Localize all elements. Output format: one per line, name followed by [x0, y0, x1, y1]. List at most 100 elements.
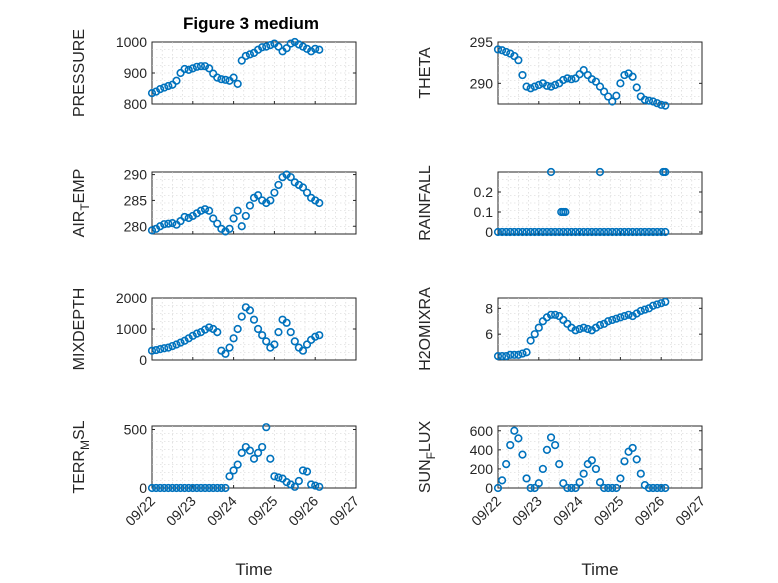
data-point — [661, 227, 670, 237]
y-tick-label: 6 — [485, 326, 493, 342]
data-point — [302, 340, 312, 349]
data-point — [640, 95, 649, 104]
data-point — [266, 196, 275, 205]
data-point — [530, 227, 539, 237]
data-point — [538, 227, 547, 237]
data-point — [302, 467, 312, 476]
data-point — [160, 220, 169, 229]
data-point — [217, 75, 226, 84]
x-axis-label: Time — [581, 560, 618, 579]
data-point — [522, 227, 531, 237]
data-point — [514, 56, 523, 65]
data-point — [648, 97, 658, 106]
data-point — [274, 180, 283, 190]
data-point — [188, 483, 197, 493]
data-point — [168, 341, 177, 351]
axes-frame — [497, 41, 703, 105]
data-point — [168, 483, 177, 493]
axes-frame — [151, 425, 357, 489]
data-point — [205, 206, 214, 215]
data-point — [542, 445, 552, 454]
data-point — [612, 91, 621, 100]
y-tick-label: 1000 — [116, 321, 147, 337]
data-point — [530, 483, 539, 493]
subplot-h2omixra: 6 8 H2OMIXRA — [417, 287, 703, 371]
data-point — [555, 227, 564, 237]
subplot-theta: 290 295 THETA — [417, 34, 703, 110]
data-point — [612, 227, 621, 237]
data-point — [595, 321, 605, 330]
data-point — [241, 211, 250, 221]
data-point — [542, 81, 552, 90]
subplot-mixdepth: 0 1000 2000 MIXDEPTH — [71, 288, 357, 370]
data-point — [233, 324, 242, 334]
x-tick-label: 09/27 — [326, 493, 362, 529]
data-point — [653, 300, 662, 309]
x-tick-label: 09/25 — [590, 493, 626, 529]
data-point — [160, 83, 169, 92]
data-point — [616, 79, 625, 88]
data-point — [249, 454, 259, 463]
data-point — [192, 329, 201, 338]
y-axis-label-7: SUNFLUX — [417, 421, 438, 494]
data-point — [661, 483, 670, 493]
data-point — [604, 227, 613, 237]
data-point — [575, 227, 584, 237]
data-point — [213, 328, 222, 337]
data-point — [270, 472, 279, 481]
data-point — [209, 214, 218, 223]
data-point — [632, 455, 641, 464]
y-axis-label-5: H2OMIXRA — [417, 287, 434, 371]
data-point — [653, 99, 662, 108]
data-point — [233, 79, 242, 88]
data-point — [595, 82, 605, 91]
x-tick-label: 09/23 — [163, 493, 199, 529]
data-point — [534, 323, 543, 332]
data-point — [661, 167, 670, 177]
data-point — [551, 227, 560, 237]
data-point — [583, 324, 592, 334]
data-point — [315, 482, 324, 491]
axes-frame — [497, 171, 703, 235]
data-point — [644, 483, 654, 493]
data-point — [599, 87, 609, 96]
data-point — [217, 483, 226, 493]
data-point — [315, 45, 324, 54]
y-axis-label-0: PRESSURE — [71, 29, 88, 117]
data-point — [298, 346, 308, 355]
data-point — [567, 227, 576, 237]
data-point — [648, 301, 658, 310]
data-point — [225, 343, 234, 352]
data-point — [205, 483, 214, 493]
data-point — [604, 317, 613, 326]
data-point — [563, 74, 572, 83]
data-point — [294, 476, 303, 486]
data-point — [571, 483, 580, 493]
data-point — [526, 336, 535, 345]
data-point — [172, 340, 181, 349]
data-point — [180, 483, 189, 493]
data-point — [551, 80, 560, 90]
data-point — [270, 188, 279, 197]
subplot-sun_flux: 0 200 400 600 09/22 09/23 09/24 09/25 09/26 09/27… — [417, 421, 708, 579]
data-point — [270, 340, 279, 349]
data-point — [640, 227, 649, 237]
data-point — [604, 92, 613, 101]
data-point — [298, 183, 308, 192]
data-point — [233, 460, 242, 469]
data-point — [599, 483, 609, 493]
data-point — [551, 440, 560, 450]
data-point — [661, 101, 670, 110]
data-point — [608, 97, 617, 106]
data-point — [156, 345, 165, 354]
data-point — [518, 349, 527, 358]
data-point — [657, 299, 666, 308]
data-point — [628, 443, 637, 453]
data-point — [147, 483, 157, 493]
data-point — [172, 483, 181, 493]
data-point — [209, 69, 218, 78]
data-point — [493, 45, 503, 54]
data-point — [493, 352, 503, 361]
data-point — [209, 483, 218, 493]
data-point — [180, 64, 189, 74]
